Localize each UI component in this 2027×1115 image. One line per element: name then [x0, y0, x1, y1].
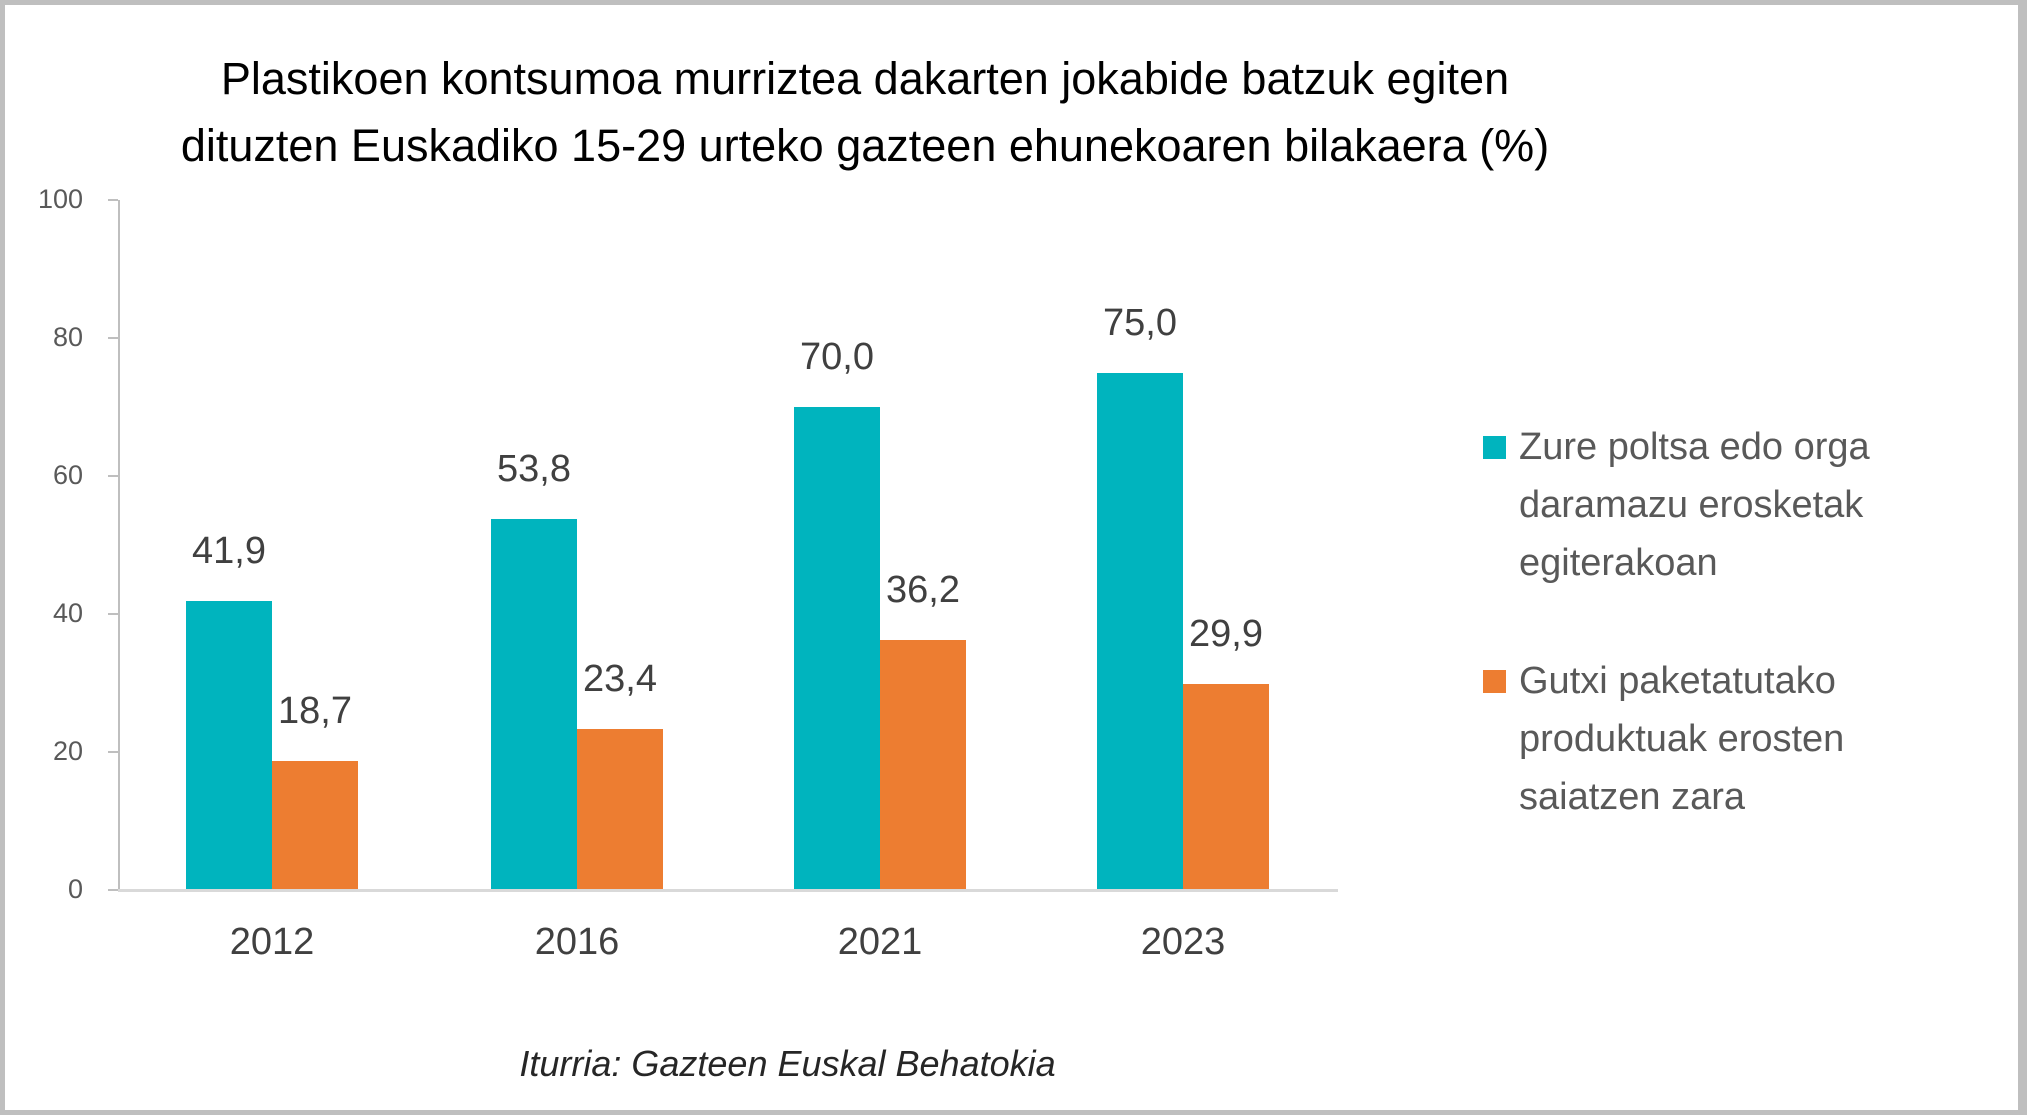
- x-axis-label-2023: 2023: [1140, 921, 1226, 963]
- y-axis-tick-label: 80: [52, 322, 83, 352]
- data-label: 29,9: [1189, 612, 1263, 655]
- legend-label: produktuak erosten: [1519, 718, 1845, 760]
- legend-item-1: Gutxi paketatutako produktuak erosten saia…: [1475, 652, 1995, 826]
- legend-swatch-icon: [1483, 436, 1506, 459]
- bar-2021-series-1: [880, 640, 966, 890]
- y-axis-tick: [108, 889, 118, 891]
- bar-2021-series-0: [794, 407, 880, 890]
- x-axis-label-2021: 2021: [837, 921, 923, 963]
- chart-frame: Plastikoen kontsumoa murriztea dakarten …: [5, 5, 2018, 1110]
- x-axis-line: [118, 889, 1338, 892]
- plot-area: 0 20 40 60 80 100 41,9 18,7 2012 53,8 23,4 2016 70,0…: [5, 5, 2018, 1110]
- y-axis-line: [118, 200, 120, 890]
- y-axis-tick-label: 0: [67, 874, 83, 904]
- bar-2023-series-1: [1183, 683, 1269, 890]
- data-label: 53,8: [497, 447, 571, 490]
- bar-2012-series-1: [272, 760, 358, 890]
- data-label: 75,0: [1103, 301, 1177, 344]
- legend-label: Gutxi paketatutako: [1519, 660, 1836, 702]
- data-label: 36,2: [886, 569, 960, 612]
- x-axis-label-2016: 2016: [534, 921, 620, 963]
- data-label: 23,4: [583, 657, 657, 700]
- chart-title-line-2: dituzten Euskadiko 15-29 urteko gazteen …: [180, 120, 1550, 171]
- y-axis-tick-label: 20: [52, 736, 83, 766]
- legend-label: daramazu erosketak: [1519, 484, 1864, 526]
- legend-label: egiterakoan: [1519, 542, 1718, 584]
- y-axis-tick: [108, 751, 118, 753]
- chart-legend: Zure poltsa edo orga daramazu erosketak eg…: [1475, 418, 1995, 886]
- data-label: 41,9: [192, 529, 266, 572]
- source-note: Iturria: Gazteen Euskal Behatokia: [519, 1043, 1056, 1084]
- y-axis-tick: [108, 613, 118, 615]
- bar-2016-series-1: [577, 728, 663, 890]
- data-label: 18,7: [278, 689, 352, 732]
- legend-swatch-icon: [1483, 670, 1506, 693]
- legend-label: saiatzen zara: [1519, 776, 1746, 818]
- x-axis-label-2012: 2012: [229, 921, 315, 963]
- chart-title: Plastikoen kontsumoa murriztea dakarten …: [5, 45, 1725, 179]
- chart-title-line-1: Plastikoen kontsumoa murriztea dakarten …: [220, 53, 1510, 104]
- bar-2016-series-0: [491, 518, 577, 890]
- data-label: 70,0: [800, 336, 874, 378]
- y-axis-tick: [108, 199, 118, 201]
- y-axis-tick-label: 40: [52, 598, 83, 628]
- bar-2012-series-0: [186, 600, 272, 890]
- y-axis-tick-label: 100: [37, 184, 83, 214]
- y-axis-tick: [108, 337, 118, 339]
- legend-label: Zure poltsa edo orga: [1519, 426, 1870, 468]
- bar-2023-series-0: [1097, 372, 1183, 890]
- legend-item-0: Zure poltsa edo orga daramazu erosketak eg…: [1475, 418, 1995, 592]
- y-axis-tick-label: 60: [52, 460, 83, 490]
- y-axis-tick: [108, 475, 118, 477]
